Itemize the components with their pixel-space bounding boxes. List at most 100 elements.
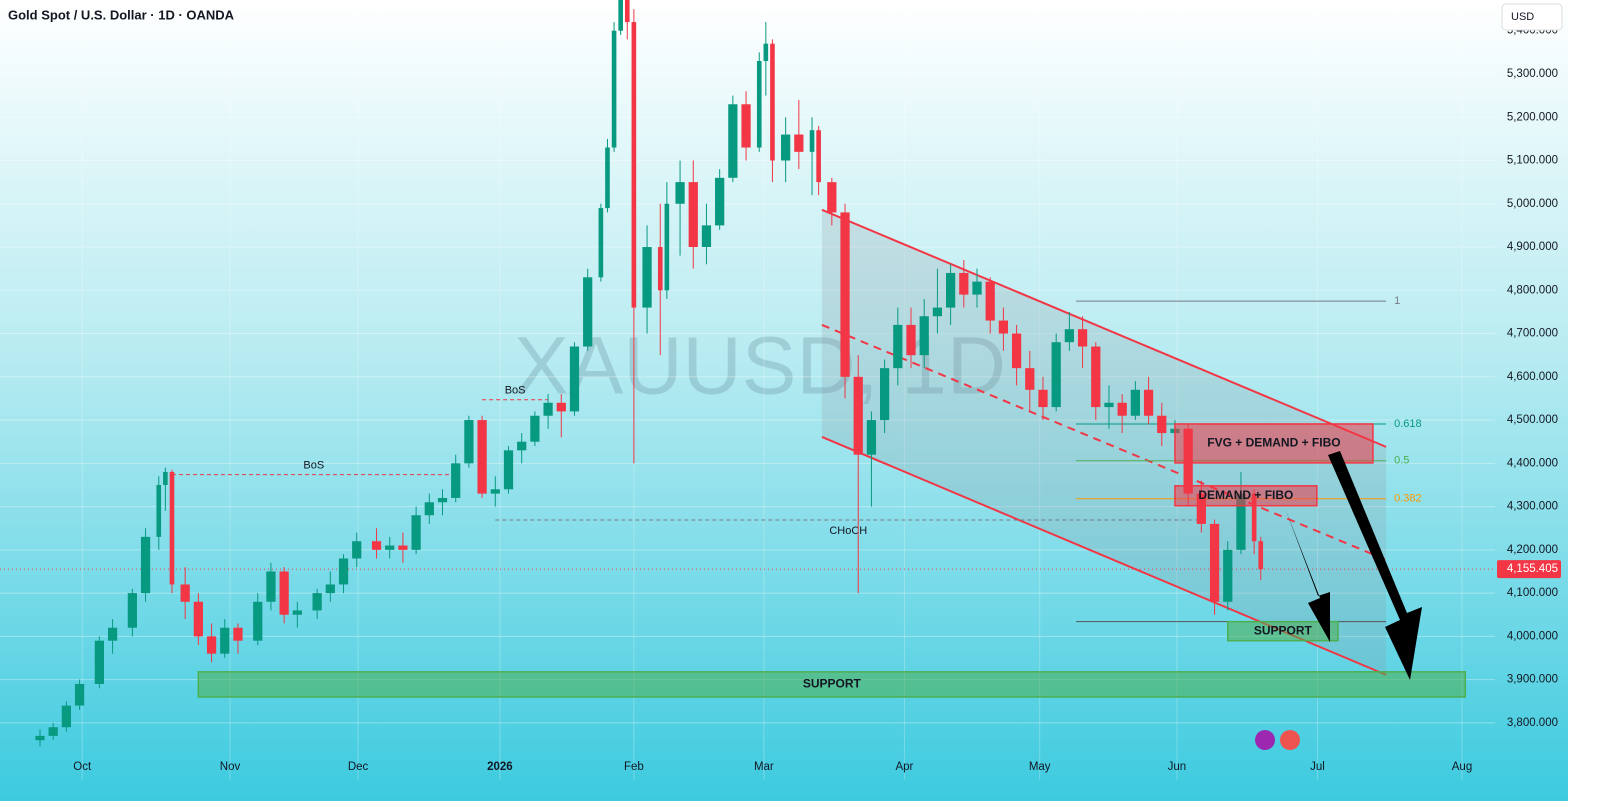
- candle-body: [156, 484, 162, 537]
- currency-button[interactable]: [1501, 3, 1563, 31]
- candle-body: [140, 536, 151, 594]
- candle-body: [180, 584, 190, 602]
- candle-body: [866, 420, 877, 455]
- candle-body: [664, 203, 670, 291]
- price-label: 4,155.405: [1507, 563, 1558, 575]
- candle-body: [701, 225, 712, 248]
- zone: [197, 671, 1467, 698]
- candle-body: [517, 441, 527, 451]
- candle-body: [451, 463, 461, 498]
- candle-body: [809, 130, 815, 152]
- candle-body: [756, 60, 762, 148]
- currency-label[interactable]: USD: [1511, 11, 1534, 23]
- candle-body: [624, 0, 630, 23]
- y-tick-label: 5,100.000: [1507, 155, 1558, 167]
- candle-body: [385, 545, 395, 550]
- candle-body: [906, 324, 916, 356]
- x-tick-label: 2026: [487, 761, 513, 773]
- x-tick-label: Feb: [624, 761, 644, 773]
- candle-body: [437, 497, 448, 503]
- candle-body: [631, 22, 637, 308]
- y-tick-label: 3,900.000: [1507, 674, 1558, 686]
- structure-label: BoS: [303, 459, 324, 471]
- candle-body: [827, 182, 837, 213]
- x-tick-label: Dec: [348, 761, 369, 773]
- zone: [1227, 620, 1339, 642]
- candle-body: [605, 147, 610, 209]
- y-tick-label: 4,400.000: [1507, 457, 1558, 469]
- candle-body: [292, 610, 302, 615]
- plot-background: [0, 0, 1568, 801]
- candle-body: [1038, 389, 1048, 408]
- event-icon[interactable]: [1280, 730, 1300, 750]
- y-tick-label: 4,900.000: [1507, 241, 1558, 253]
- structure-label: CHoCH: [829, 525, 867, 537]
- x-tick-label: Oct: [73, 761, 92, 773]
- event-icon[interactable]: [1255, 730, 1275, 750]
- candle-body: [959, 272, 969, 295]
- fib-label: 0.5: [1394, 455, 1409, 467]
- candle-body: [163, 471, 168, 485]
- zone: [1174, 485, 1318, 507]
- candle-body: [398, 545, 408, 550]
- candle-body: [1104, 402, 1114, 408]
- y-tick-label: 4,300.000: [1507, 501, 1558, 513]
- candle-body: [352, 541, 362, 559]
- x-tick-label: Mar: [754, 761, 774, 773]
- candle-body: [325, 584, 335, 594]
- candle-body: [715, 177, 725, 226]
- y-tick-label: 3,800.000: [1507, 717, 1558, 729]
- candle-body: [583, 277, 593, 347]
- fib-label: 0.382: [1394, 493, 1422, 505]
- candle-body: [107, 627, 118, 641]
- candle-body: [945, 272, 956, 308]
- candle-body: [1157, 415, 1167, 434]
- candle-body: [266, 571, 276, 602]
- arrow: [1285, 508, 1330, 642]
- candle-body: [657, 247, 663, 291]
- candle-body: [972, 281, 982, 295]
- y-tick-label: 4,600.000: [1507, 371, 1558, 383]
- x-tick-label: Jun: [1168, 761, 1187, 773]
- candle-body: [1117, 402, 1127, 416]
- candle-body: [464, 420, 474, 464]
- zone-label: SUPPORT: [803, 677, 862, 691]
- candle-body: [1091, 346, 1101, 408]
- candle-body: [74, 683, 85, 706]
- candle-body: [127, 593, 137, 628]
- candle-body: [1077, 329, 1088, 347]
- candle-body: [688, 182, 698, 248]
- candle-body: [1236, 493, 1246, 550]
- candle-body: [1258, 541, 1264, 570]
- fib-label: 1: [1394, 295, 1400, 307]
- x-tick-label: Jul: [1310, 761, 1325, 773]
- y-tick-label: 5,000.000: [1507, 198, 1558, 210]
- zone-label: DEMAND + FIBO: [1198, 488, 1293, 502]
- y-tick-label: 4,500.000: [1507, 414, 1558, 426]
- y-tick-label: 5,300.000: [1507, 68, 1558, 80]
- fib-label: 0.618: [1394, 418, 1422, 430]
- candle-body: [1025, 368, 1035, 390]
- candle-body: [816, 130, 821, 183]
- candle-body: [569, 346, 580, 412]
- chart-title: Gold Spot / U.S. Dollar · 1D · OANDA: [8, 7, 235, 22]
- candle-body: [1251, 493, 1257, 542]
- zone-label: FVG + DEMAND + FIBO: [1207, 436, 1340, 450]
- channel-fill: [821, 209, 1387, 675]
- candle-body: [543, 402, 553, 416]
- candle-body: [94, 640, 104, 684]
- arrow: [1328, 451, 1422, 680]
- candle-body: [880, 368, 890, 421]
- y-tick-label: 4,000.000: [1507, 630, 1558, 642]
- candle-body: [1143, 389, 1154, 416]
- candle-body: [233, 627, 243, 641]
- candle-body: [919, 316, 929, 356]
- candle-body: [338, 558, 349, 585]
- candle-body: [675, 182, 685, 204]
- candle-body: [220, 627, 230, 654]
- candle-body: [477, 420, 487, 494]
- candle-body: [411, 515, 421, 550]
- candle-body: [35, 735, 45, 741]
